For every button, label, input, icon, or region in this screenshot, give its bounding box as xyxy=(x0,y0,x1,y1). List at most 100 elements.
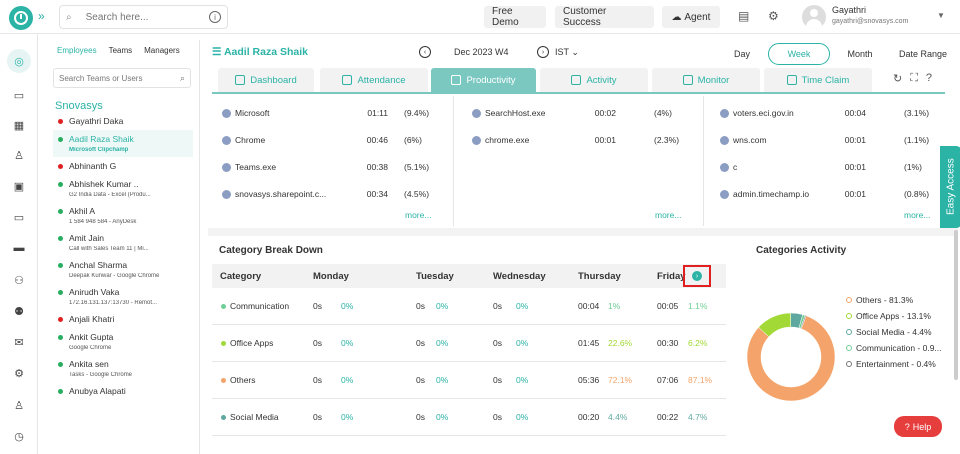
scrollbar[interactable] xyxy=(954,230,958,380)
employee-item[interactable]: Anubya Alapati xyxy=(53,382,193,400)
employee-item[interactable]: Abhinanth G xyxy=(53,157,193,175)
team-nav-icon[interactable]: ⚉ xyxy=(14,305,24,318)
easy-access-button[interactable]: Easy Access xyxy=(940,146,960,228)
tab-managers[interactable]: Managers xyxy=(144,45,180,55)
tab-attendance[interactable]: Attendance xyxy=(320,68,428,92)
help-circle-icon[interactable]: ? xyxy=(925,72,933,84)
app-time: 00:02 xyxy=(594,108,616,118)
chevron-down-icon[interactable]: ▼ xyxy=(937,11,945,20)
app-icon xyxy=(720,162,729,172)
donut-slice[interactable] xyxy=(746,315,836,402)
cell-time: 00:30 xyxy=(657,338,679,348)
period-tab-day[interactable]: Day xyxy=(733,49,750,59)
more-link-2[interactable]: more... xyxy=(655,210,682,220)
employee-list: Gayathri Daka Aadil Raza Shaik Microsoft C… xyxy=(45,112,199,400)
fullscreen-icon[interactable]: ⛶ xyxy=(910,72,918,84)
tab-monitor-label: Monitor xyxy=(697,74,730,86)
employee-item[interactable]: Amit Jain Call with Sales Team 11 | Mi... xyxy=(53,229,193,256)
categories-donut-chart xyxy=(746,312,836,402)
free-demo-button[interactable]: Free Demo xyxy=(484,6,546,28)
tab-monitor[interactable]: Monitor xyxy=(652,68,760,92)
next-period-icon[interactable]: › xyxy=(537,46,549,58)
productivity-icon xyxy=(451,75,462,85)
categories-legend: Others - 81.3% Office Apps - 13.1% Social … xyxy=(846,292,942,372)
app-percent: (6%) xyxy=(404,135,422,145)
customer-success-button[interactable]: Customer Success xyxy=(555,6,654,28)
next-days-button[interactable]: › xyxy=(683,265,711,287)
category-dot xyxy=(221,304,226,309)
tab-time-claim[interactable]: Time Claim xyxy=(764,68,872,92)
cell-percent: 0% xyxy=(341,301,354,311)
employee-item[interactable]: Anjali Khatri xyxy=(53,310,193,328)
app-name: voters.eci.gov.in xyxy=(733,108,794,118)
expand-sidebar-icon[interactable]: » xyxy=(38,9,45,23)
app-row: Chrome 00:46 (6%) xyxy=(222,133,453,147)
mail-nav-icon[interactable]: ✉ xyxy=(14,336,24,349)
app-row: Teams.exe 00:38 (5.1%) xyxy=(222,160,453,174)
app-time: 00:01 xyxy=(844,189,866,199)
schedule-nav-icon[interactable]: ▦ xyxy=(13,119,25,132)
search-input[interactable] xyxy=(85,11,196,23)
refresh-icon[interactable]: ↻ xyxy=(893,73,903,85)
employee-item[interactable]: Akhil A 1 584 948 584 - AnyDesk xyxy=(53,202,193,229)
dashboard-icon xyxy=(235,75,246,85)
app-percent: (9.4%) xyxy=(404,108,430,118)
more-link-3[interactable]: more... xyxy=(904,210,931,220)
employee-name: Abhishek Kumar .. xyxy=(69,179,139,189)
employee-item[interactable]: Gayathri Daka xyxy=(53,112,193,130)
selected-person: ☰ Aadil Raza Shaik xyxy=(212,46,308,58)
briefcase-nav-icon[interactable]: ▣ xyxy=(13,180,25,193)
timezone-select[interactable]: IST ⌄ xyxy=(555,47,579,57)
tab-productivity[interactable]: Productivity xyxy=(431,68,536,92)
settings-nav-icon[interactable]: ⚙ xyxy=(14,367,24,380)
col-tuesday: Tuesday xyxy=(416,270,454,282)
employee-search[interactable]: Search Teams or Users ⌕ xyxy=(53,68,191,88)
help-button[interactable]: ? Help xyxy=(894,416,942,437)
user-nav-icon[interactable]: ♙ xyxy=(14,149,24,162)
employee-search-input[interactable]: Search Teams or Users xyxy=(59,73,143,83)
global-search[interactable]: ⌕ i xyxy=(59,5,228,29)
prev-period-icon[interactable]: ‹ xyxy=(419,46,431,58)
period-tab-month[interactable]: Month xyxy=(847,49,873,59)
tab-teams[interactable]: Teams xyxy=(108,45,133,55)
period-tab-date-range[interactable]: Date Range xyxy=(898,49,948,59)
tab-employees[interactable]: Employees xyxy=(57,45,97,55)
users-nav-icon[interactable]: ⚇ xyxy=(14,274,24,287)
alarm-nav-icon[interactable]: ◷ xyxy=(14,430,24,443)
employee-item[interactable]: Anirudh Vaka 172.16.131.137:13730 - Remot… xyxy=(53,283,193,310)
calendar-nav-icon[interactable]: ▭ xyxy=(13,89,25,102)
legend-label: Others - 81.3% xyxy=(856,295,914,305)
app-percent: (0.8%) xyxy=(904,189,930,199)
legend-marker xyxy=(846,297,852,303)
document-icon[interactable]: ▤ xyxy=(738,9,750,23)
app-logo[interactable] xyxy=(9,6,33,30)
card-nav-icon[interactable]: ▬ xyxy=(13,242,25,254)
donut-slice[interactable] xyxy=(800,314,807,330)
top-bar: » ⌕ i Free Demo Customer Success ☁ Agent… xyxy=(0,0,960,34)
employee-item[interactable]: Ankita sen Tasks - Google Chrome xyxy=(53,355,193,382)
avatar[interactable] xyxy=(802,5,826,29)
legend-marker xyxy=(846,329,852,335)
employee-item[interactable]: Anchal Sharma Deepak Kunwar - Google Chro… xyxy=(53,256,193,283)
productivity-nav-icon[interactable]: ◎ xyxy=(7,49,31,73)
tab-activity[interactable]: Activity xyxy=(540,68,648,92)
cell-percent: 0% xyxy=(516,375,529,385)
info-icon[interactable]: i xyxy=(209,11,221,23)
app-name: snovasys.sharepoint.c... xyxy=(235,189,327,199)
agent-button[interactable]: ☁ Agent xyxy=(662,6,720,28)
more-link-1[interactable]: more... xyxy=(405,210,432,220)
cell-time: 05:36 xyxy=(578,375,600,385)
tab-dashboard[interactable]: Dashboard xyxy=(218,68,314,92)
tab-dashboard-label: Dashboard xyxy=(250,74,297,86)
cell-time: 07:06 xyxy=(657,375,679,385)
period-tab-week[interactable]: Week xyxy=(768,43,830,65)
monitor-nav-icon[interactable]: ▭ xyxy=(13,211,25,224)
category-dot xyxy=(221,341,226,346)
agent-label: Agent xyxy=(684,11,711,23)
profile-nav-icon[interactable]: ♙ xyxy=(14,399,24,412)
org-name[interactable]: Snovasys xyxy=(55,100,103,112)
employee-item[interactable]: Abhishek Kumar .. G2 India Data - Excel (… xyxy=(53,175,193,202)
gear-icon[interactable]: ⚙ xyxy=(768,9,779,23)
employee-item[interactable]: Aadil Raza Shaik Microsoft Clipchamp xyxy=(53,130,193,157)
employee-item[interactable]: Ankit Gupta Google Chrome xyxy=(53,328,193,355)
